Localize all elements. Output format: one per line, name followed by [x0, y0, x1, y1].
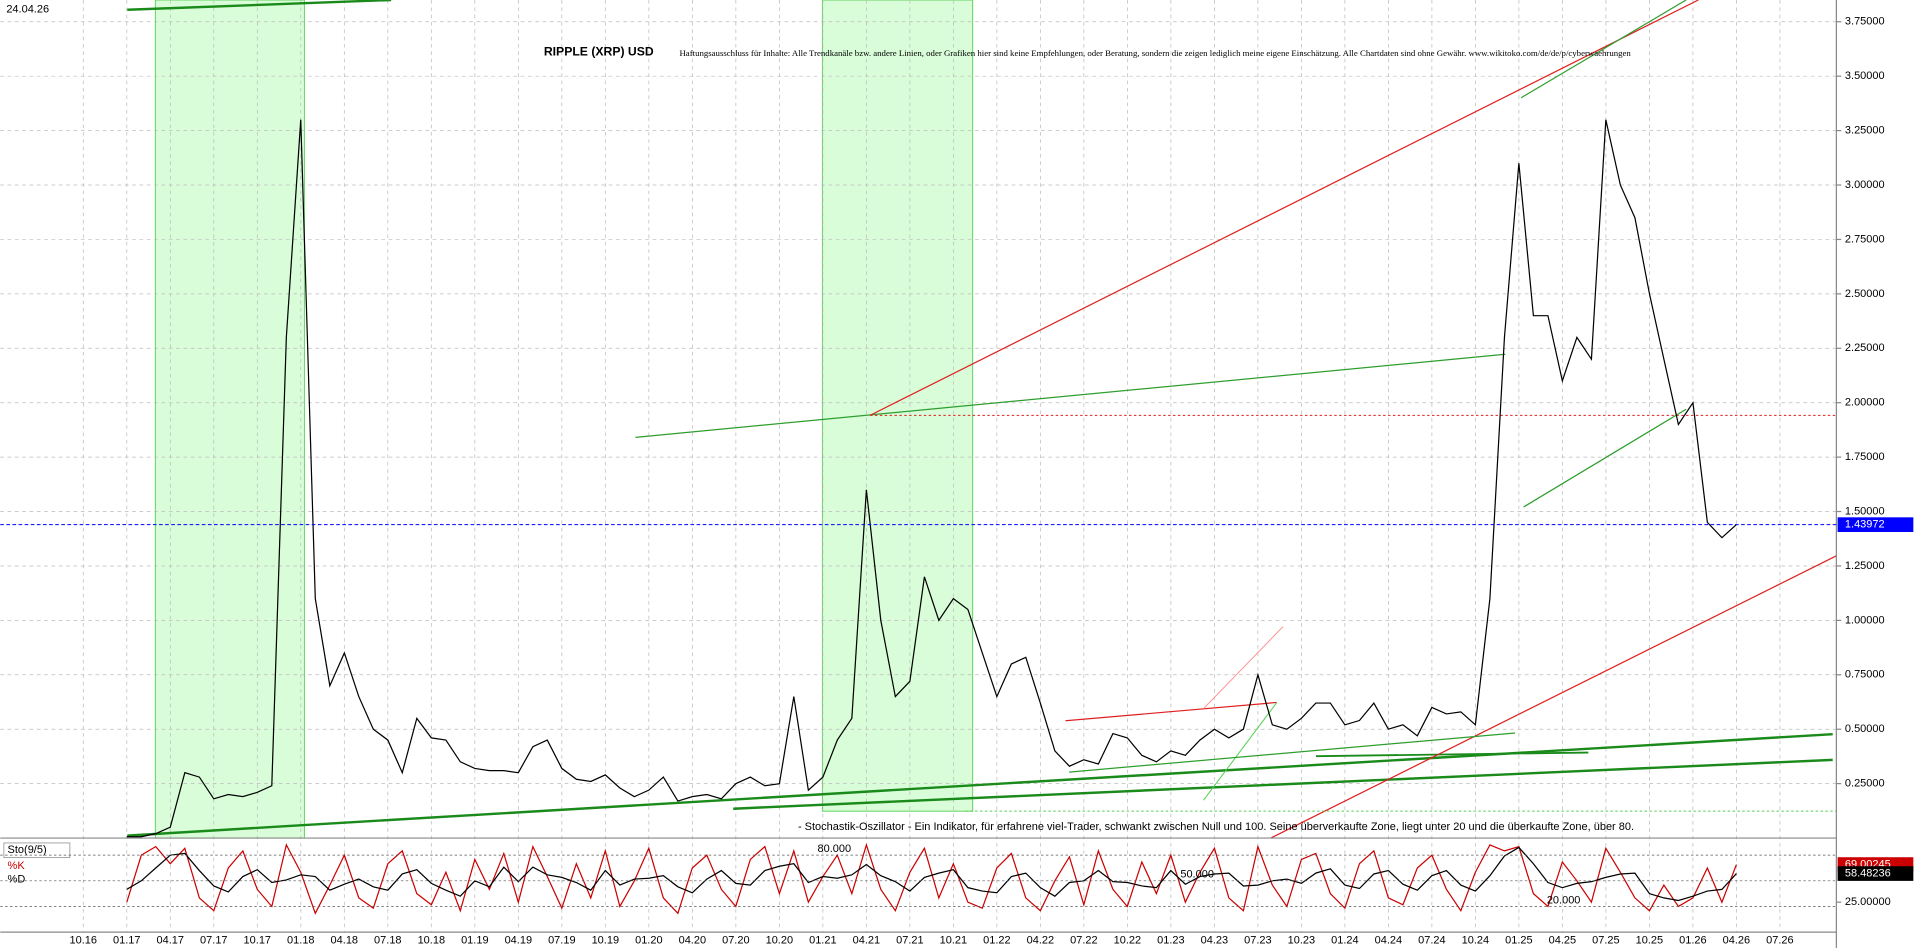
trend-line [635, 353, 1506, 438]
x-tick-label: 01.22 [983, 935, 1011, 947]
x-tick-label: 01.26 [1679, 935, 1707, 947]
x-tick-label: 04.20 [679, 935, 707, 947]
y-tick-label: 3.75000 [1845, 16, 1885, 28]
indicator-title: Sto(9/5) [8, 844, 47, 856]
level-label: 50.000 [1180, 869, 1214, 881]
disclaimer: Haftungsausschluss für Inhalte: Alle Tre… [679, 48, 1631, 58]
level-label: 80.000 [818, 843, 852, 855]
y-tick-label: 1.00000 [1845, 614, 1885, 626]
x-tick-label: 04.25 [1549, 935, 1576, 947]
y-tick-label: 2.00000 [1845, 397, 1885, 409]
x-tick-label: 01.20 [635, 935, 663, 947]
x-tick-label: 04.22 [1027, 935, 1055, 947]
trend-line [127, 732, 1833, 837]
date-label: 24.04.26 [6, 4, 49, 16]
x-tick-label: 04.23 [1201, 935, 1229, 947]
last-value-label: 58.48236 [1845, 867, 1891, 879]
trend-line [1203, 702, 1278, 801]
y-tick-label: 1.75000 [1845, 451, 1885, 463]
indicator-note: - Stochastik-Oszillator - Ein Indikator,… [798, 821, 1634, 833]
x-tick-label: 04.17 [157, 935, 185, 947]
indicator-box [3, 842, 71, 858]
y-tick-label: 0.50000 [1845, 723, 1885, 735]
x-tick-label: 07.25 [1592, 935, 1619, 947]
x-tick-label: 04.26 [1723, 935, 1750, 947]
highlight-zone [821, 0, 974, 812]
y-tick-label: 0.75000 [1845, 669, 1885, 681]
x-tick-label: 04.19 [505, 935, 533, 947]
x-tick-label: 10.16 [70, 935, 98, 947]
x-tick-label: 10.25 [1636, 935, 1663, 947]
x-tick-label: 01.24 [1331, 935, 1358, 947]
x-tick-label: 07.17 [200, 935, 227, 947]
x-tick-label: 10.19 [592, 935, 620, 947]
y-tick-label: 2.50000 [1845, 288, 1885, 300]
x-tick-label: 01.18 [287, 935, 315, 947]
x-tick-label: 07.26 [1766, 935, 1793, 947]
y-tick-label: 3.25000 [1845, 125, 1885, 137]
level-label: 20.000 [1547, 894, 1581, 906]
x-tick-label: 01.23 [1157, 935, 1185, 947]
y-tick-label: 25.00000 [1845, 896, 1891, 908]
legend-entry: %K [8, 860, 26, 872]
x-tick-label: 10.18 [418, 935, 446, 947]
trend-line [1069, 732, 1516, 773]
trend-line [1523, 408, 1687, 508]
series-line [126, 846, 1737, 902]
trend-line [1520, 0, 1687, 99]
trend-line [127, 0, 392, 11]
x-tick-label: 07.19 [548, 935, 576, 947]
x-tick-label: 10.22 [1114, 935, 1142, 947]
y-tick-label: 3.00000 [1845, 179, 1885, 191]
y-tick-label: 2.25000 [1845, 342, 1885, 354]
highlight-zone [154, 0, 305, 839]
trend-lines [127, 0, 1837, 839]
x-tick-label: 07.20 [722, 935, 750, 947]
x-tick-label: 01.21 [809, 935, 837, 947]
y-tick-label: 1.50000 [1845, 505, 1885, 517]
last-price-tag [1837, 517, 1914, 532]
last-price-label: 1.43972 [1845, 519, 1885, 531]
x-tick-label: 01.25 [1505, 935, 1532, 947]
y-tick-label: 2.75000 [1845, 233, 1885, 245]
trend-line [733, 758, 1833, 810]
trend-line [1315, 751, 1589, 758]
x-tick-label: 07.18 [374, 935, 402, 947]
x-tick-label: 07.24 [1418, 935, 1445, 947]
last-value-label: 69.00245 [1845, 858, 1891, 870]
x-tick-label: 07.22 [1070, 935, 1098, 947]
trend-line [1203, 626, 1284, 709]
y-tick-label: 1.25000 [1845, 560, 1885, 572]
x-tick-label: 10.24 [1462, 935, 1489, 947]
x-tick-label: 01.19 [461, 935, 489, 947]
x-tick-label: 10.23 [1288, 935, 1315, 947]
x-tick-label: 04.21 [853, 935, 881, 947]
y-tick-label: 0.25000 [1845, 778, 1885, 790]
x-tick-label: 10.20 [766, 935, 794, 947]
legend-entry: %D [8, 873, 26, 885]
x-tick-label: 01.17 [113, 935, 140, 947]
grid [0, 0, 1837, 933]
trend-line [1065, 701, 1277, 722]
x-tick-label: 04.18 [331, 935, 359, 947]
trend-line [869, 0, 1699, 416]
trend-line [1270, 555, 1837, 839]
chart-title: RIPPLE (XRP) USD [544, 45, 654, 59]
x-tick-label: 10.17 [244, 935, 271, 947]
x-tick-label: 10.21 [940, 935, 968, 947]
highlight-zones [154, 0, 974, 839]
x-tick-label: 07.21 [896, 935, 924, 947]
plot [126, 119, 1738, 915]
y-tick-label: 3.50000 [1845, 70, 1885, 82]
series-line [126, 842, 1738, 915]
last-value-tag [1837, 866, 1914, 881]
x-tick-label: 07.23 [1244, 935, 1272, 947]
x-tick-label: 04.24 [1375, 935, 1402, 947]
series-line [126, 119, 1737, 838]
